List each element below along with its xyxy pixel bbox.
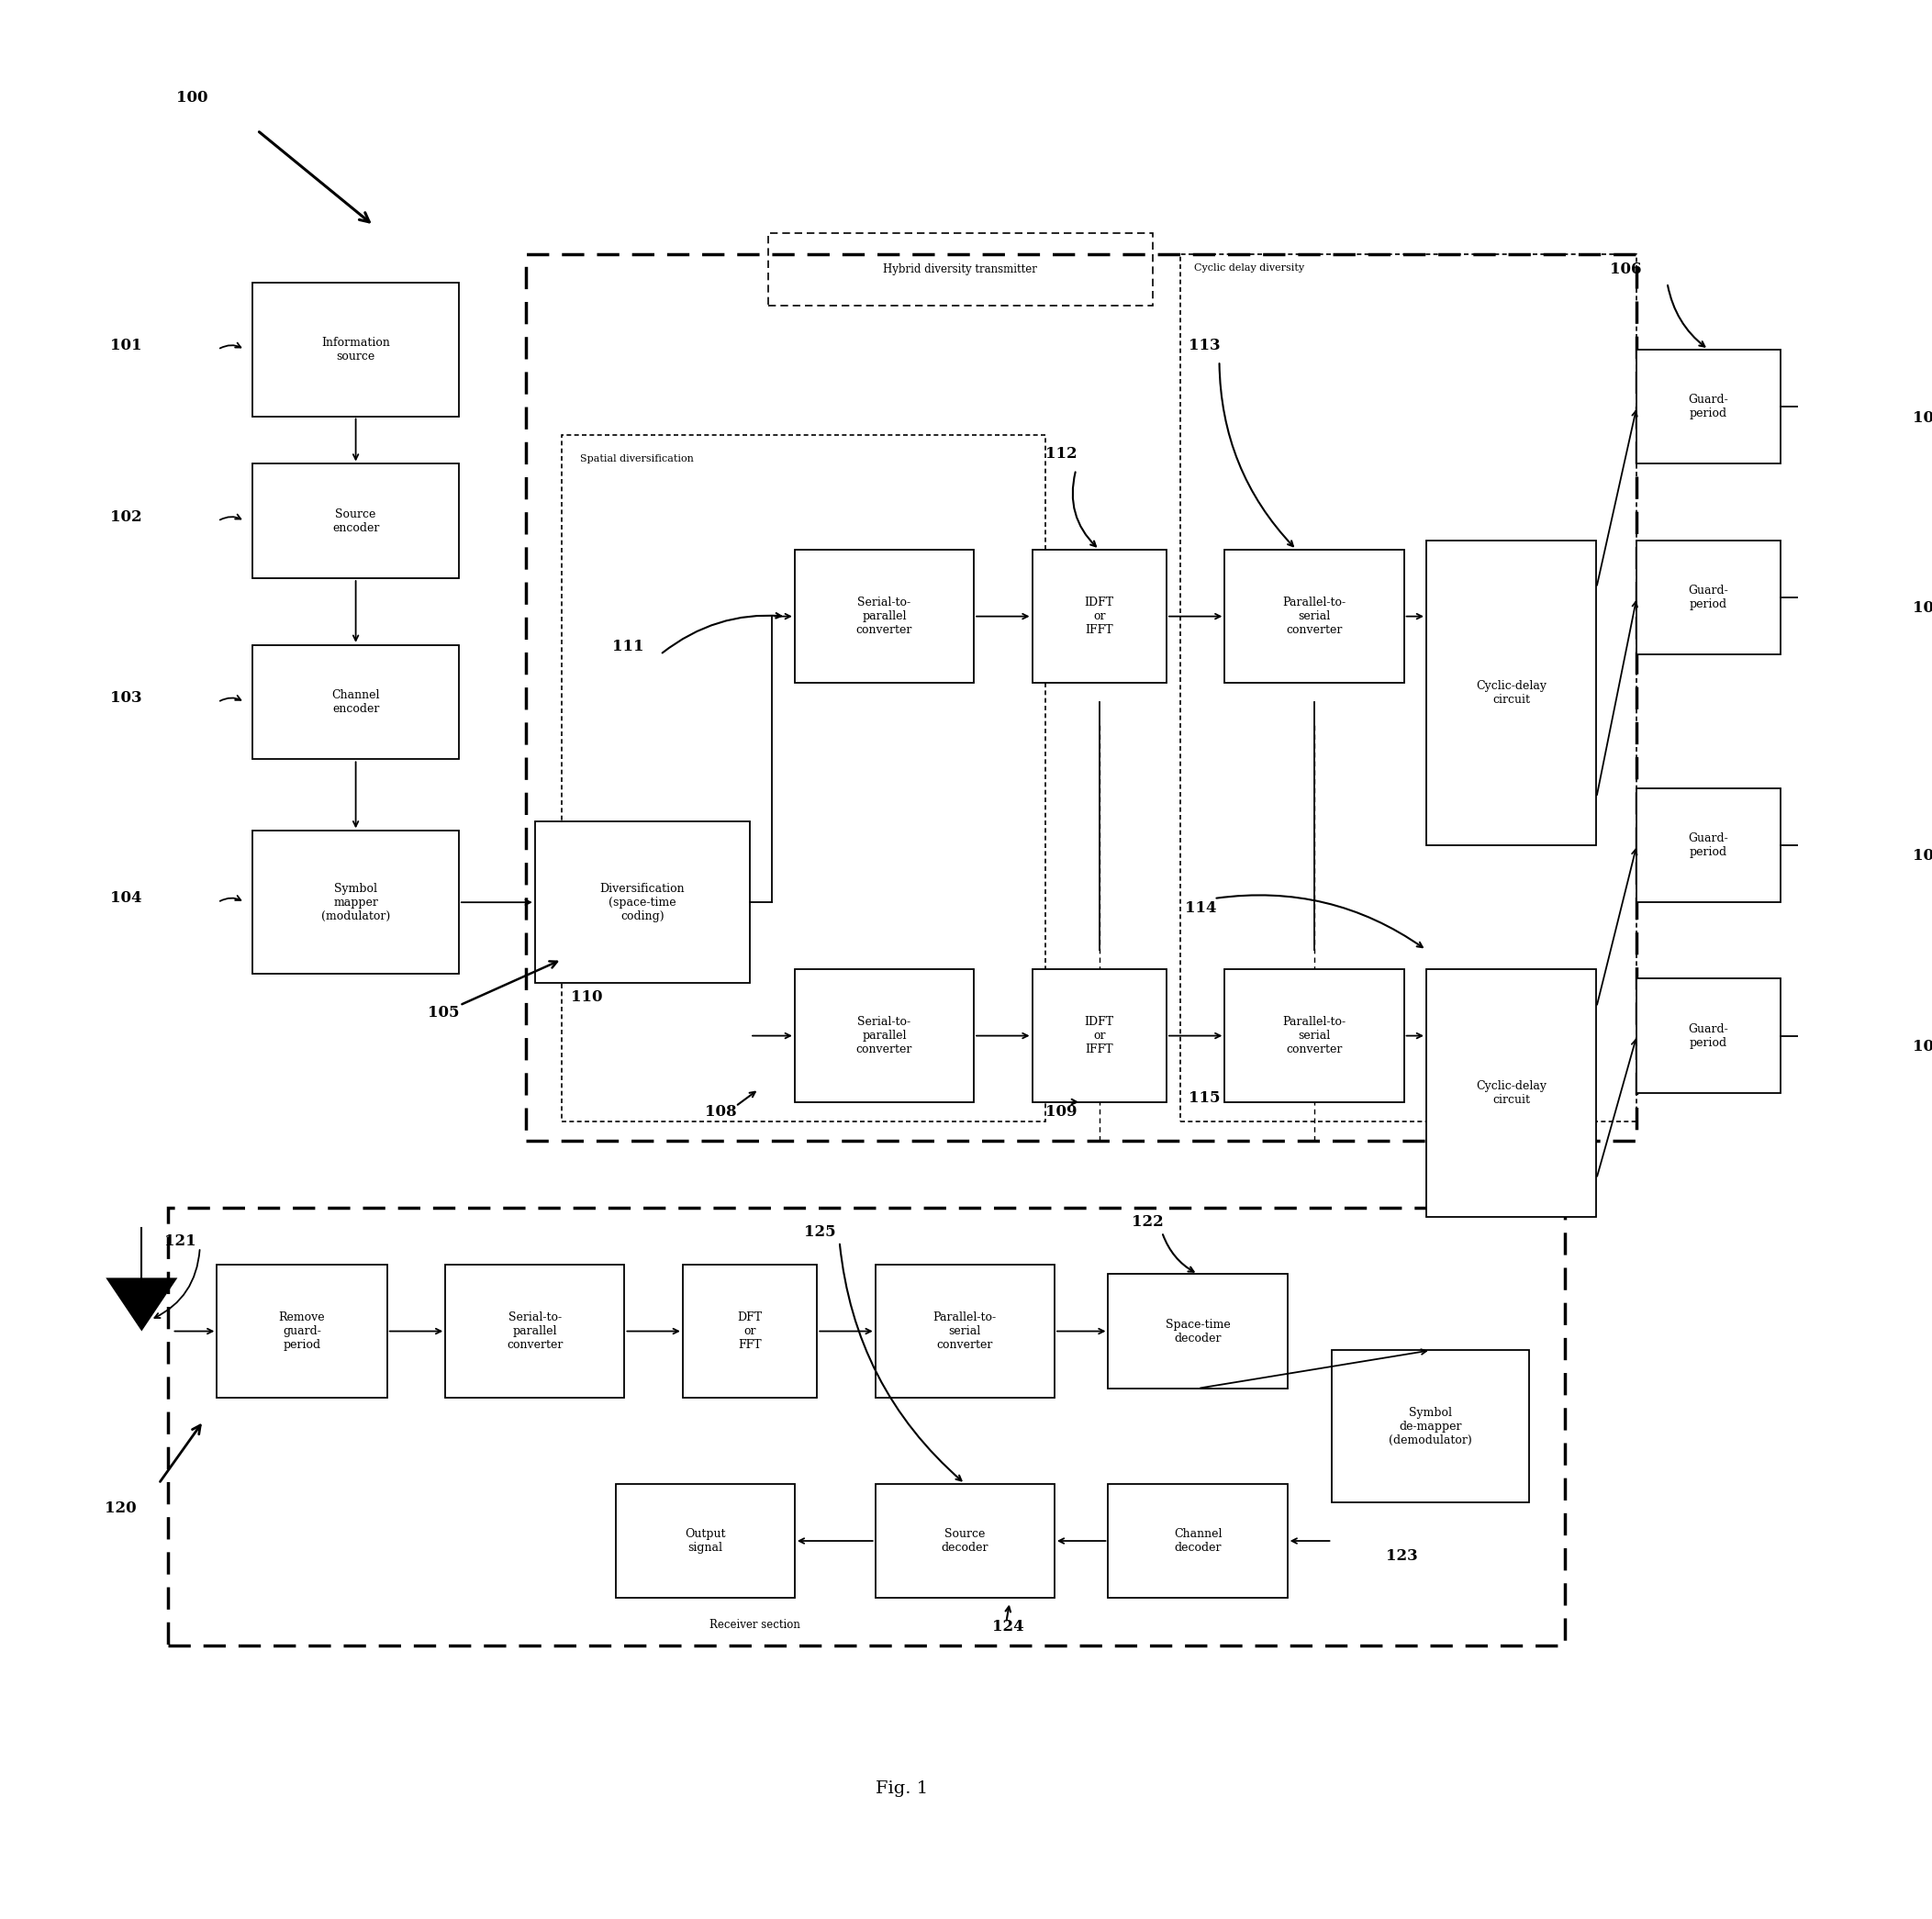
Text: Source
encoder: Source encoder (332, 509, 379, 533)
Text: Channel
encoder: Channel encoder (332, 689, 381, 716)
Text: Parallel-to-
serial
converter: Parallel-to- serial converter (1283, 1015, 1347, 1055)
Text: Output
signal: Output signal (684, 1528, 726, 1554)
Text: Remove
guard-
period: Remove guard- period (278, 1311, 325, 1351)
Text: 111: 111 (612, 639, 643, 654)
Bar (767, 234, 1153, 305)
Text: 114: 114 (1184, 900, 1217, 915)
Polygon shape (1826, 1017, 1897, 1071)
Text: Parallel-to-
serial
converter: Parallel-to- serial converter (933, 1311, 997, 1351)
Text: 107: 107 (1913, 601, 1932, 616)
Bar (875, 1265, 1055, 1397)
Text: 100: 100 (176, 90, 209, 106)
Text: 101: 101 (110, 338, 141, 353)
Text: DFT
or
FFT: DFT or FFT (738, 1311, 763, 1351)
Text: 109: 109 (1045, 1103, 1078, 1119)
Text: 107: 107 (1913, 1038, 1932, 1055)
Text: 125: 125 (804, 1224, 835, 1240)
Text: Space-time
decoder: Space-time decoder (1165, 1318, 1231, 1343)
Bar (1180, 253, 1636, 1121)
Bar (526, 253, 1636, 1140)
Bar (1333, 1351, 1530, 1503)
Bar (1032, 969, 1167, 1103)
Bar (1032, 549, 1167, 683)
Text: 107: 107 (1913, 411, 1932, 426)
Bar (168, 1207, 1565, 1647)
Polygon shape (106, 1278, 178, 1332)
Text: 106: 106 (1609, 261, 1642, 276)
Bar (216, 1265, 386, 1397)
Text: Hybrid diversity transmitter: Hybrid diversity transmitter (883, 263, 1037, 276)
Bar (1636, 979, 1779, 1094)
Bar (1636, 539, 1779, 654)
Bar (1225, 969, 1405, 1103)
Text: 112: 112 (1045, 447, 1078, 462)
Text: Guard-
period: Guard- period (1689, 585, 1729, 610)
Text: 123: 123 (1385, 1549, 1418, 1564)
Text: Parallel-to-
serial
converter: Parallel-to- serial converter (1283, 597, 1347, 635)
Text: IDFT
or
IFFT: IDFT or IFFT (1084, 597, 1115, 635)
Text: 122: 122 (1132, 1215, 1163, 1230)
Text: Information
source: Information source (321, 336, 390, 363)
Bar (446, 1265, 624, 1397)
Text: 124: 124 (991, 1618, 1024, 1635)
Bar (253, 282, 458, 416)
Text: 121: 121 (164, 1234, 195, 1249)
Polygon shape (1826, 388, 1897, 441)
Text: Source
decoder: Source decoder (941, 1528, 989, 1554)
Text: 103: 103 (110, 691, 143, 706)
Text: 104: 104 (110, 890, 141, 906)
Bar (1426, 539, 1596, 844)
Polygon shape (1826, 578, 1897, 631)
Text: Serial-to-
parallel
converter: Serial-to- parallel converter (506, 1311, 562, 1351)
Text: Guard-
period: Guard- period (1689, 833, 1729, 858)
Bar (253, 645, 458, 760)
Text: Cyclic-delay
circuit: Cyclic-delay circuit (1476, 679, 1548, 706)
Text: 115: 115 (1188, 1090, 1221, 1105)
Text: Cyclic delay diversity: Cyclic delay diversity (1194, 263, 1304, 272)
Text: 120: 120 (104, 1501, 137, 1516)
Bar (1636, 789, 1779, 902)
Text: Spatial diversification: Spatial diversification (580, 455, 694, 464)
Text: Fig. 1: Fig. 1 (875, 1781, 929, 1796)
Text: Channel
decoder: Channel decoder (1175, 1528, 1221, 1554)
Text: Diversification
(space-time
coding): Diversification (space-time coding) (601, 883, 686, 921)
Bar (1225, 549, 1405, 683)
Bar (1109, 1483, 1287, 1599)
Text: 107: 107 (1913, 848, 1932, 864)
Text: Cyclic-delay
circuit: Cyclic-delay circuit (1476, 1080, 1548, 1105)
Text: Receiver section: Receiver section (709, 1618, 800, 1631)
Text: Symbol
de-mapper
(demodulator): Symbol de-mapper (demodulator) (1389, 1407, 1472, 1447)
Text: 108: 108 (705, 1103, 736, 1119)
Text: Serial-to-
parallel
converter: Serial-to- parallel converter (856, 1015, 912, 1055)
Text: 113: 113 (1188, 338, 1221, 353)
Bar (535, 821, 750, 983)
Bar (253, 831, 458, 973)
Bar (616, 1483, 794, 1599)
Text: Guard-
period: Guard- period (1689, 1023, 1729, 1048)
Bar (794, 969, 974, 1103)
Text: Serial-to-
parallel
converter: Serial-to- parallel converter (856, 597, 912, 635)
Bar (253, 464, 458, 578)
Text: IDFT
or
IFFT: IDFT or IFFT (1084, 1015, 1115, 1055)
Text: 110: 110 (570, 990, 603, 1006)
Bar (794, 549, 974, 683)
Bar (1636, 349, 1779, 464)
Bar (1426, 969, 1596, 1217)
Text: 102: 102 (110, 509, 143, 524)
Bar (1109, 1274, 1287, 1389)
Bar (562, 436, 1045, 1121)
Text: Guard-
period: Guard- period (1689, 393, 1729, 420)
Polygon shape (1826, 825, 1897, 879)
Text: Symbol
mapper
(modulator): Symbol mapper (modulator) (321, 883, 390, 921)
Bar (682, 1265, 817, 1397)
Text: 105: 105 (427, 1006, 460, 1021)
Bar (875, 1483, 1055, 1599)
